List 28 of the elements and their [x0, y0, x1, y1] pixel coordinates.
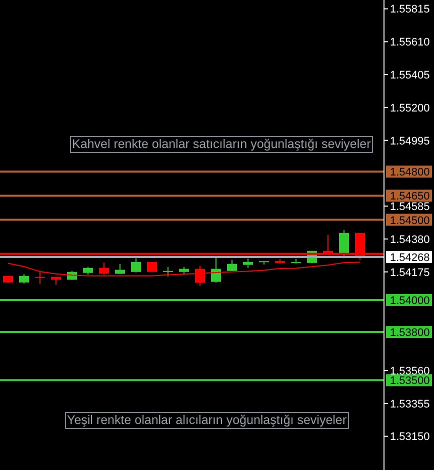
candlestick: [163, 266, 173, 278]
candlestick: [339, 230, 349, 259]
y-tick-label: 1.55200: [390, 102, 430, 114]
y-tick-label: 1.54995: [390, 135, 430, 148]
annotation: Kahvel renkte olanlar satıcıların yoğunlaştığı seviyeler: [70, 136, 373, 153]
ref-line-label: 1.54650: [390, 190, 430, 203]
y-tick-label: 1.55610: [390, 36, 430, 49]
y-tick-label: 1.54380: [390, 234, 430, 246]
candlestick: [243, 258, 253, 268]
y-tick-label: 1.53355: [390, 398, 430, 410]
y-tick-label: 1.53150: [390, 431, 430, 444]
candlestick: [115, 263, 125, 274]
ref-line-label: 1.53500: [390, 375, 430, 388]
ref-line-label: 1.54000: [390, 294, 430, 307]
ref-line-label: 1.54800: [390, 166, 430, 179]
candlestick: [131, 258, 141, 274]
candlestick: [19, 274, 29, 284]
ref-line-label: 1.54500: [390, 214, 430, 227]
y-tick-label: 1.55405: [390, 69, 430, 82]
ref-line-label: 1.53800: [390, 327, 430, 340]
candlestick: [227, 259, 237, 272]
y-tick-label: 1.54175: [390, 266, 430, 279]
y-tick-label: 1.55815: [390, 4, 430, 16]
y-tick-label: 1.54585: [390, 201, 430, 214]
ref-line-label: 1.54268: [390, 252, 430, 264]
y-tick-label: 1.53560: [390, 365, 430, 378]
candlestick: [211, 256, 221, 284]
annotation: Yeşil renkte olanlar alıcıların yoğunlaştığı seviyeler: [65, 412, 349, 429]
